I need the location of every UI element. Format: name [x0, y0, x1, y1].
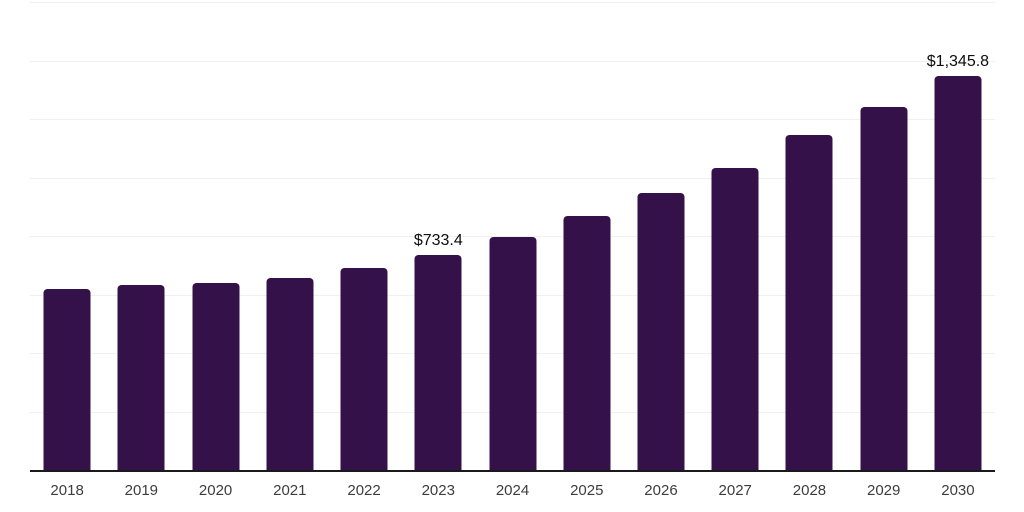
x-axis-labels: 2018 2019 2020 2021 2022 2023 2024 2025 2026 2027… [30, 482, 995, 500]
bar-2030 [934, 76, 982, 470]
x-tick-label: 2023 [421, 482, 455, 499]
bar-slot [253, 2, 327, 470]
x-tick-label: 2020 [198, 482, 233, 499]
x-tick-label: 2025 [570, 482, 604, 499]
bar-value-label: $1,345.8 [926, 52, 990, 70]
bar-slot [772, 2, 846, 470]
bar-2018 [43, 288, 91, 470]
x-tick-label: 2028 [792, 482, 827, 499]
bar-slot [30, 2, 104, 470]
x-tick-label: 2022 [347, 482, 381, 499]
x-tick-label: 2024 [495, 482, 530, 499]
bar-2027 [711, 167, 759, 470]
bar-slot: $1,345.8 [921, 2, 995, 470]
bar-slot [327, 2, 401, 470]
bar-2024 [489, 236, 537, 470]
bar-slot [104, 2, 178, 470]
bar-2019 [117, 284, 165, 470]
bar-slot [475, 2, 549, 470]
x-tick-label: 2018 [50, 482, 84, 499]
bar-2026 [637, 192, 685, 470]
bar-2021 [266, 277, 314, 470]
x-tick-label: 2029 [867, 482, 901, 499]
gridline [30, 236, 995, 237]
bar-slot [698, 2, 772, 470]
gridline [30, 119, 995, 120]
bar-2023 [414, 255, 462, 470]
bar-slot [624, 2, 698, 470]
gridline [30, 60, 995, 62]
bar-2025 [563, 215, 611, 470]
bar-2029 [860, 107, 908, 470]
bar-2028 [785, 135, 833, 470]
bar-value-label: $733.4 [413, 231, 463, 249]
bar-2020 [192, 283, 240, 470]
x-tick-label: 2026 [644, 482, 678, 499]
bars-row: $733.4 $1,345.8 [30, 2, 995, 470]
bar-2022 [340, 268, 388, 470]
x-axis-line [30, 470, 995, 472]
gridline [30, 2, 995, 3]
x-tick-label: 2027 [718, 482, 752, 499]
bar-slot [178, 2, 252, 470]
gridline [30, 177, 995, 179]
x-tick-label: 2019 [124, 482, 159, 499]
bar-slot [847, 2, 921, 470]
bar-slot [550, 2, 624, 470]
plot-area: $733.4 $1,345.8 [30, 2, 995, 472]
bar-slot: $733.4 [401, 2, 475, 470]
x-tick-label: 2021 [273, 482, 307, 499]
x-tick-label: 2030 [941, 482, 975, 499]
